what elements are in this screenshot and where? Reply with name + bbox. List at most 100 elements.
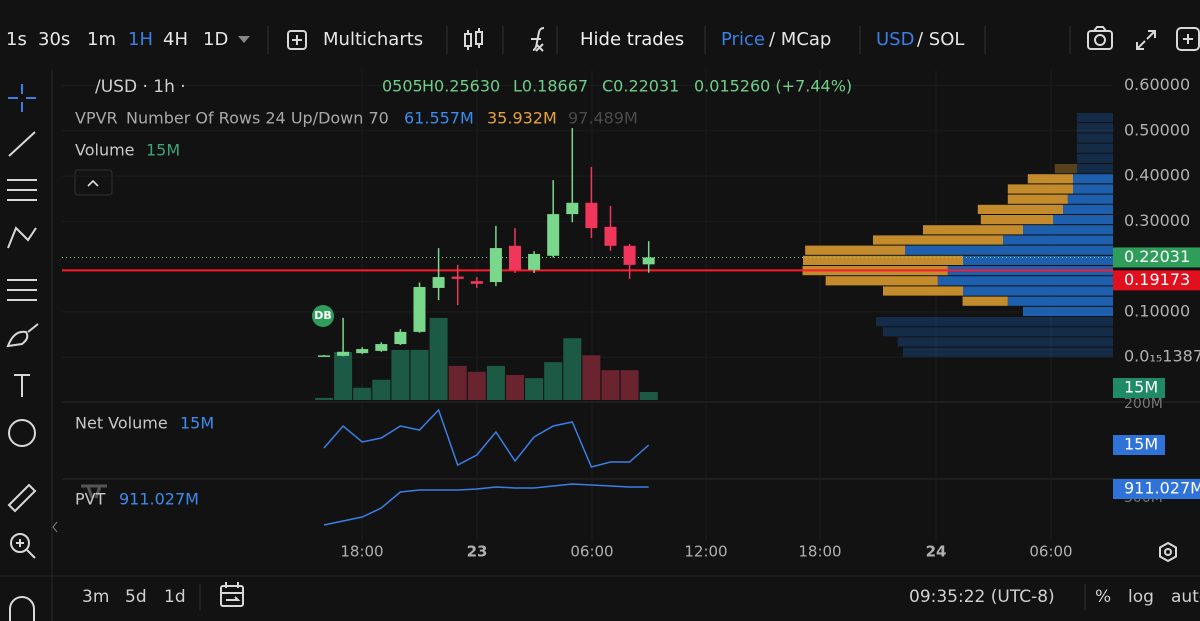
vpvr-down-bar bbox=[977, 204, 1063, 214]
mcap-toggle[interactable]: / MCap bbox=[769, 29, 831, 50]
vpvr-down-bar bbox=[962, 296, 1008, 306]
volume-bar bbox=[334, 352, 353, 400]
x-tick-label: 23 bbox=[467, 543, 488, 561]
vpvr-down-bar bbox=[883, 286, 963, 296]
line-tool[interactable] bbox=[8, 131, 36, 157]
goto-date-icon[interactable] bbox=[220, 582, 244, 607]
legend-high: H0.25630 bbox=[422, 77, 500, 96]
chart-settings-icon[interactable] bbox=[1159, 541, 1177, 563]
interval-button[interactable]: 1H bbox=[128, 29, 153, 50]
plus-icon bbox=[292, 35, 302, 45]
y-tick-label: 0.0₁₅1387 bbox=[1124, 347, 1200, 366]
emoji-tool[interactable] bbox=[8, 419, 36, 447]
ruler-tool[interactable] bbox=[7, 483, 37, 513]
pair-title: /USD · 1h · bbox=[95, 77, 186, 97]
volume-bar bbox=[429, 317, 448, 400]
vpvr-name: VPVR bbox=[75, 109, 118, 128]
sol-toggle[interactable]: / SOL bbox=[917, 29, 964, 50]
indicator-icon[interactable] bbox=[464, 28, 483, 50]
volume-bar bbox=[372, 379, 391, 400]
usd-toggle[interactable]: USD bbox=[876, 29, 914, 50]
vpvr-settings: Number Of Rows 24 Up/Down 70 bbox=[126, 109, 389, 128]
vpvr-up-bar bbox=[963, 286, 1113, 296]
camera-icon[interactable] bbox=[1087, 26, 1113, 50]
interval-button[interactable]: 1s bbox=[6, 29, 27, 50]
candle-body bbox=[623, 245, 636, 265]
volume-bar bbox=[486, 365, 505, 400]
multicharts-icon[interactable] bbox=[287, 30, 307, 50]
pattern-tool[interactable] bbox=[7, 226, 37, 249]
scale-option[interactable]: auto bbox=[1171, 587, 1200, 607]
fib-tool[interactable] bbox=[7, 179, 37, 201]
pvt-label-box bbox=[1113, 479, 1200, 499]
volume-value: 15M bbox=[146, 141, 180, 160]
scale-option[interactable]: % bbox=[1095, 587, 1111, 607]
crosshair-tool[interactable] bbox=[8, 84, 36, 112]
vpvr-up-bar bbox=[876, 317, 1113, 327]
x-tick-label: 18:00 bbox=[798, 543, 841, 561]
dropdown-arrow[interactable] bbox=[238, 36, 250, 43]
vpvr-down: 35.932M bbox=[487, 109, 557, 128]
vpvr-down-bar bbox=[803, 255, 963, 265]
candle-body bbox=[432, 277, 445, 288]
text-tool[interactable] bbox=[14, 374, 30, 397]
candle-body bbox=[375, 344, 388, 351]
current-price-label: 0.22031 bbox=[1124, 247, 1190, 266]
y-tick-label: 0.30000 bbox=[1124, 211, 1190, 230]
candle-body bbox=[356, 349, 369, 354]
price-toggle[interactable]: Price bbox=[721, 29, 765, 50]
range-button[interactable]: 5d bbox=[125, 587, 147, 607]
x-tick-label: 18:00 bbox=[340, 543, 383, 561]
vpvr-down-bar bbox=[923, 225, 1023, 235]
zoom-tool[interactable] bbox=[10, 533, 30, 553]
vpvr-up-bar bbox=[1076, 133, 1113, 143]
chevron bbox=[87, 179, 99, 187]
collapse-sidebar[interactable] bbox=[52, 521, 58, 533]
volume-label-box bbox=[1113, 378, 1165, 398]
hide-trades-button[interactable]: Hide trades bbox=[580, 29, 684, 50]
interval-button[interactable]: 4H bbox=[163, 29, 188, 50]
candle-body bbox=[489, 248, 502, 283]
interval-button[interactable]: 1D bbox=[203, 29, 228, 50]
legend-low: L0.18667 bbox=[513, 77, 588, 96]
candle-body bbox=[394, 331, 407, 345]
marked-price-box bbox=[1113, 270, 1200, 291]
legend-open: 0505 bbox=[382, 77, 423, 96]
legend-close: C0.22031 bbox=[602, 77, 679, 96]
candle-body bbox=[470, 281, 483, 284]
net-volume-value: 15M bbox=[180, 414, 214, 433]
volume-label: 15M bbox=[1124, 378, 1158, 397]
vpvr-down-bar bbox=[825, 276, 938, 286]
db-badge[interactable] bbox=[312, 305, 334, 327]
interval-button[interactable]: 30s bbox=[38, 29, 70, 50]
interval-button[interactable]: 1m bbox=[87, 29, 116, 50]
candle-body bbox=[509, 245, 521, 270]
fullscreen-icon[interactable] bbox=[1136, 30, 1156, 50]
brush-tool[interactable] bbox=[6, 323, 39, 348]
candle-body bbox=[451, 276, 464, 279]
tradingview-logo bbox=[81, 484, 107, 499]
y-tick-label: 0.50000 bbox=[1124, 120, 1190, 139]
range-button[interactable]: 1d bbox=[164, 587, 186, 607]
vpvr-down-bar bbox=[1027, 174, 1073, 184]
range-button[interactable]: 3m bbox=[82, 587, 109, 607]
legend-change: 0.015260 (+7.44%) bbox=[694, 77, 852, 96]
x-tick-label: 06:00 bbox=[570, 543, 613, 561]
vpvr-up-bar bbox=[1053, 215, 1113, 225]
x-tick-label: 24 bbox=[926, 543, 947, 561]
vpvr-up-bar bbox=[1076, 143, 1113, 153]
pvt-name: PVT bbox=[75, 490, 106, 509]
volume-bar bbox=[601, 370, 620, 400]
pvt-line bbox=[323, 483, 649, 526]
x-tick-label: 12:00 bbox=[684, 543, 727, 561]
projection-tool[interactable] bbox=[7, 279, 37, 301]
y-tick-label: 0.40000 bbox=[1124, 166, 1190, 185]
settings-icon[interactable] bbox=[1176, 27, 1200, 51]
sidebar bbox=[6, 84, 58, 621]
multicharts-button[interactable]: Multicharts bbox=[323, 29, 423, 50]
candle-body bbox=[547, 214, 560, 256]
fx-icon[interactable] bbox=[531, 27, 545, 52]
volume-bar bbox=[467, 371, 486, 400]
scale-option[interactable]: log bbox=[1128, 587, 1154, 607]
magnet-tool[interactable] bbox=[9, 596, 35, 621]
